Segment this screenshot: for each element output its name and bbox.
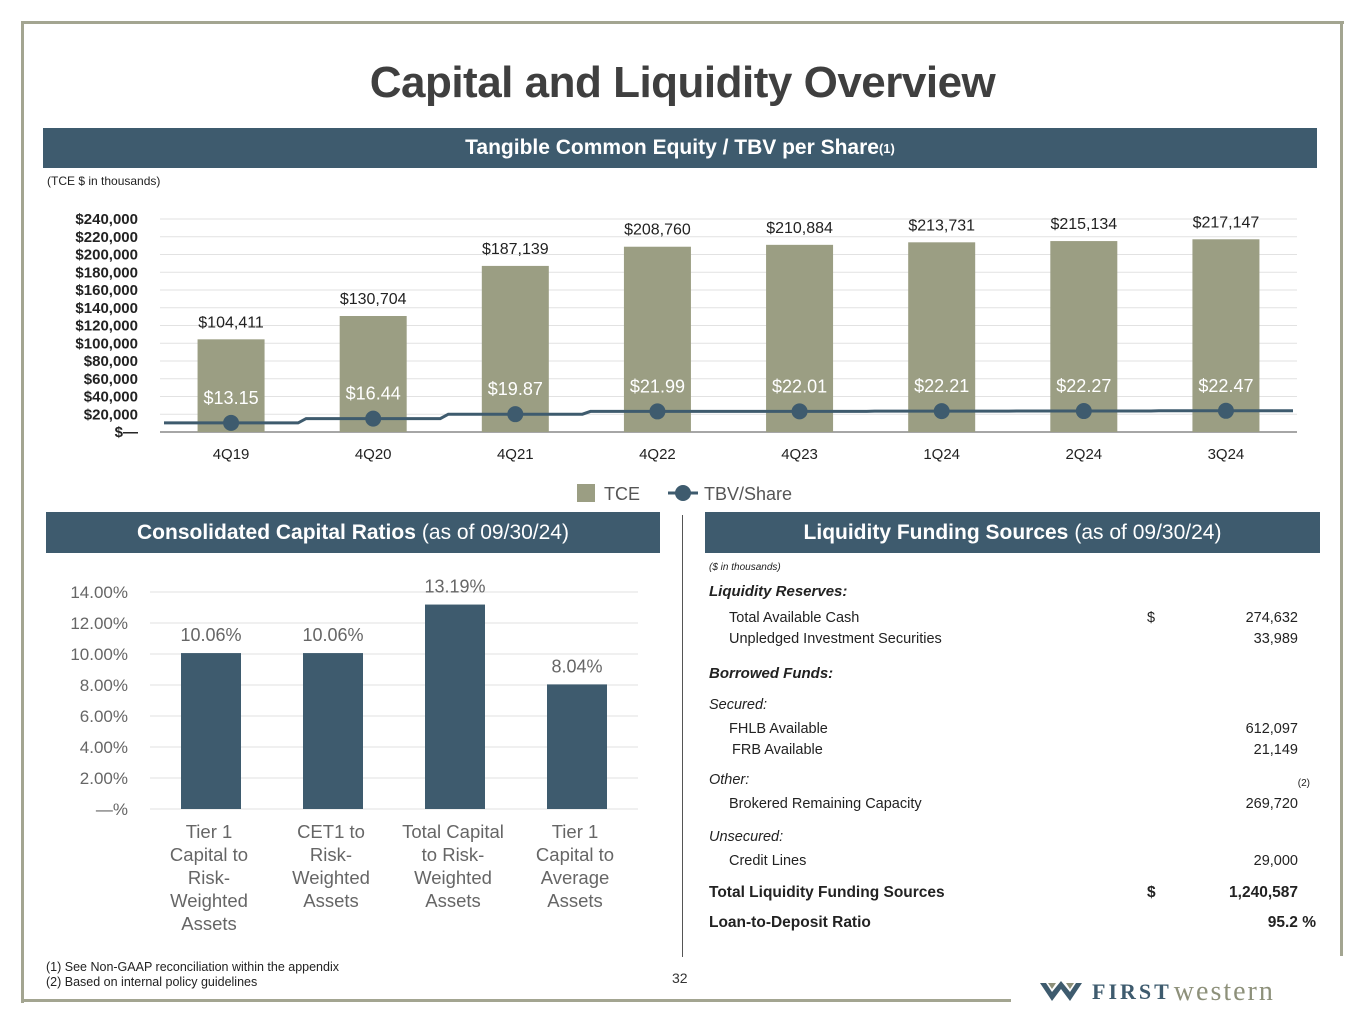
slide-frame-bottom: [21, 999, 1011, 1002]
liquidity-unit-note: ($ in thousands): [709, 562, 781, 573]
slide-frame: [21, 21, 1344, 1003]
tce-banner: Tangible Common Equity / TBV per Share (1…: [43, 128, 1317, 168]
table-row: Credit Lines 29,000: [709, 853, 1321, 873]
unsecured-label: Unsecured:: [709, 829, 784, 845]
frb-label: FRB Available: [732, 742, 823, 758]
company-logo: FIRST western: [1038, 976, 1275, 1008]
table-row: Loan-to-Deposit Ratio 95.2 %: [709, 914, 1321, 934]
tce-unit-note: (TCE $ in thousands): [47, 174, 161, 188]
table-row: Other: (2): [709, 772, 1321, 792]
section-divider: [682, 515, 683, 957]
total-cash-label: Total Available Cash: [729, 610, 860, 626]
brokered-value: 269,720: [1245, 796, 1298, 812]
table-row: Brokered Remaining Capacity 269,720: [709, 796, 1321, 816]
page-number: 32: [672, 970, 688, 986]
footnotes: (1) See Non-GAAP reconciliation within t…: [46, 960, 339, 990]
footnote-2: (2) Based on internal policy guidelines: [46, 975, 258, 989]
logo-w-icon: [1040, 981, 1082, 1001]
tce-banner-title: Tangible Common Equity / TBV per Share: [465, 136, 879, 159]
credit-lines-value: 29,000: [1253, 853, 1298, 869]
table-row: Total Liquidity Funding Sources $ 1,240,…: [709, 884, 1321, 904]
total-funding-value: 1,240,587: [1229, 884, 1298, 901]
total-funding-label: Total Liquidity Funding Sources: [709, 884, 945, 901]
unpledged-value: 33,989: [1253, 631, 1298, 647]
secured-label: Secured:: [709, 697, 768, 713]
liquidity-banner-date: (as of 09/30/24): [1074, 520, 1222, 544]
reserves-heading: Liquidity Reserves:: [709, 583, 848, 600]
total-funding-currency: $: [1147, 884, 1156, 901]
fhlb-label: FHLB Available: [729, 721, 828, 737]
table-row: Unpledged Investment Securities 33,989: [709, 631, 1321, 651]
ratios-banner: Consolidated Capital Ratios (as of 09/30…: [46, 512, 660, 553]
liquidity-banner-title: Liquidity Funding Sources: [803, 520, 1069, 544]
table-row: FRB Available 21,149: [709, 742, 1321, 762]
brokered-label: Brokered Remaining Capacity: [729, 796, 922, 812]
frb-value: 21,149: [1253, 742, 1298, 758]
other-footnote-ref: (2): [1297, 778, 1310, 789]
logo-first-text: FIRST: [1092, 979, 1172, 1004]
ltd-ratio-value: 95.2 %: [1267, 914, 1316, 931]
ltd-ratio-label: Loan-to-Deposit Ratio: [709, 914, 871, 931]
credit-lines-label: Credit Lines: [729, 853, 807, 869]
footnote-1: (1) See Non-GAAP reconciliation within t…: [46, 960, 339, 974]
borrowed-heading: Borrowed Funds:: [709, 665, 834, 682]
logo-western-text: western: [1173, 976, 1275, 1007]
unpledged-label: Unpledged Investment Securities: [729, 631, 942, 647]
table-row: Total Available Cash $ 274,632: [709, 610, 1321, 630]
liquidity-banner: Liquidity Funding Sources (as of 09/30/2…: [705, 512, 1320, 553]
total-cash-currency: $: [1147, 610, 1156, 626]
page-title: Capital and Liquidity Overview: [369, 58, 996, 107]
table-row: FHLB Available 612,097: [709, 721, 1321, 741]
ratios-banner-title: Consolidated Capital Ratios: [137, 520, 416, 544]
tce-banner-footnote: (1): [878, 140, 895, 156]
fhlb-value: 612,097: [1245, 721, 1298, 737]
ratios-banner-date: (as of 09/30/24): [421, 520, 569, 544]
slide-frame-right: [1340, 21, 1343, 956]
total-cash-value: 274,632: [1245, 610, 1298, 626]
other-label: Other:: [709, 772, 750, 788]
